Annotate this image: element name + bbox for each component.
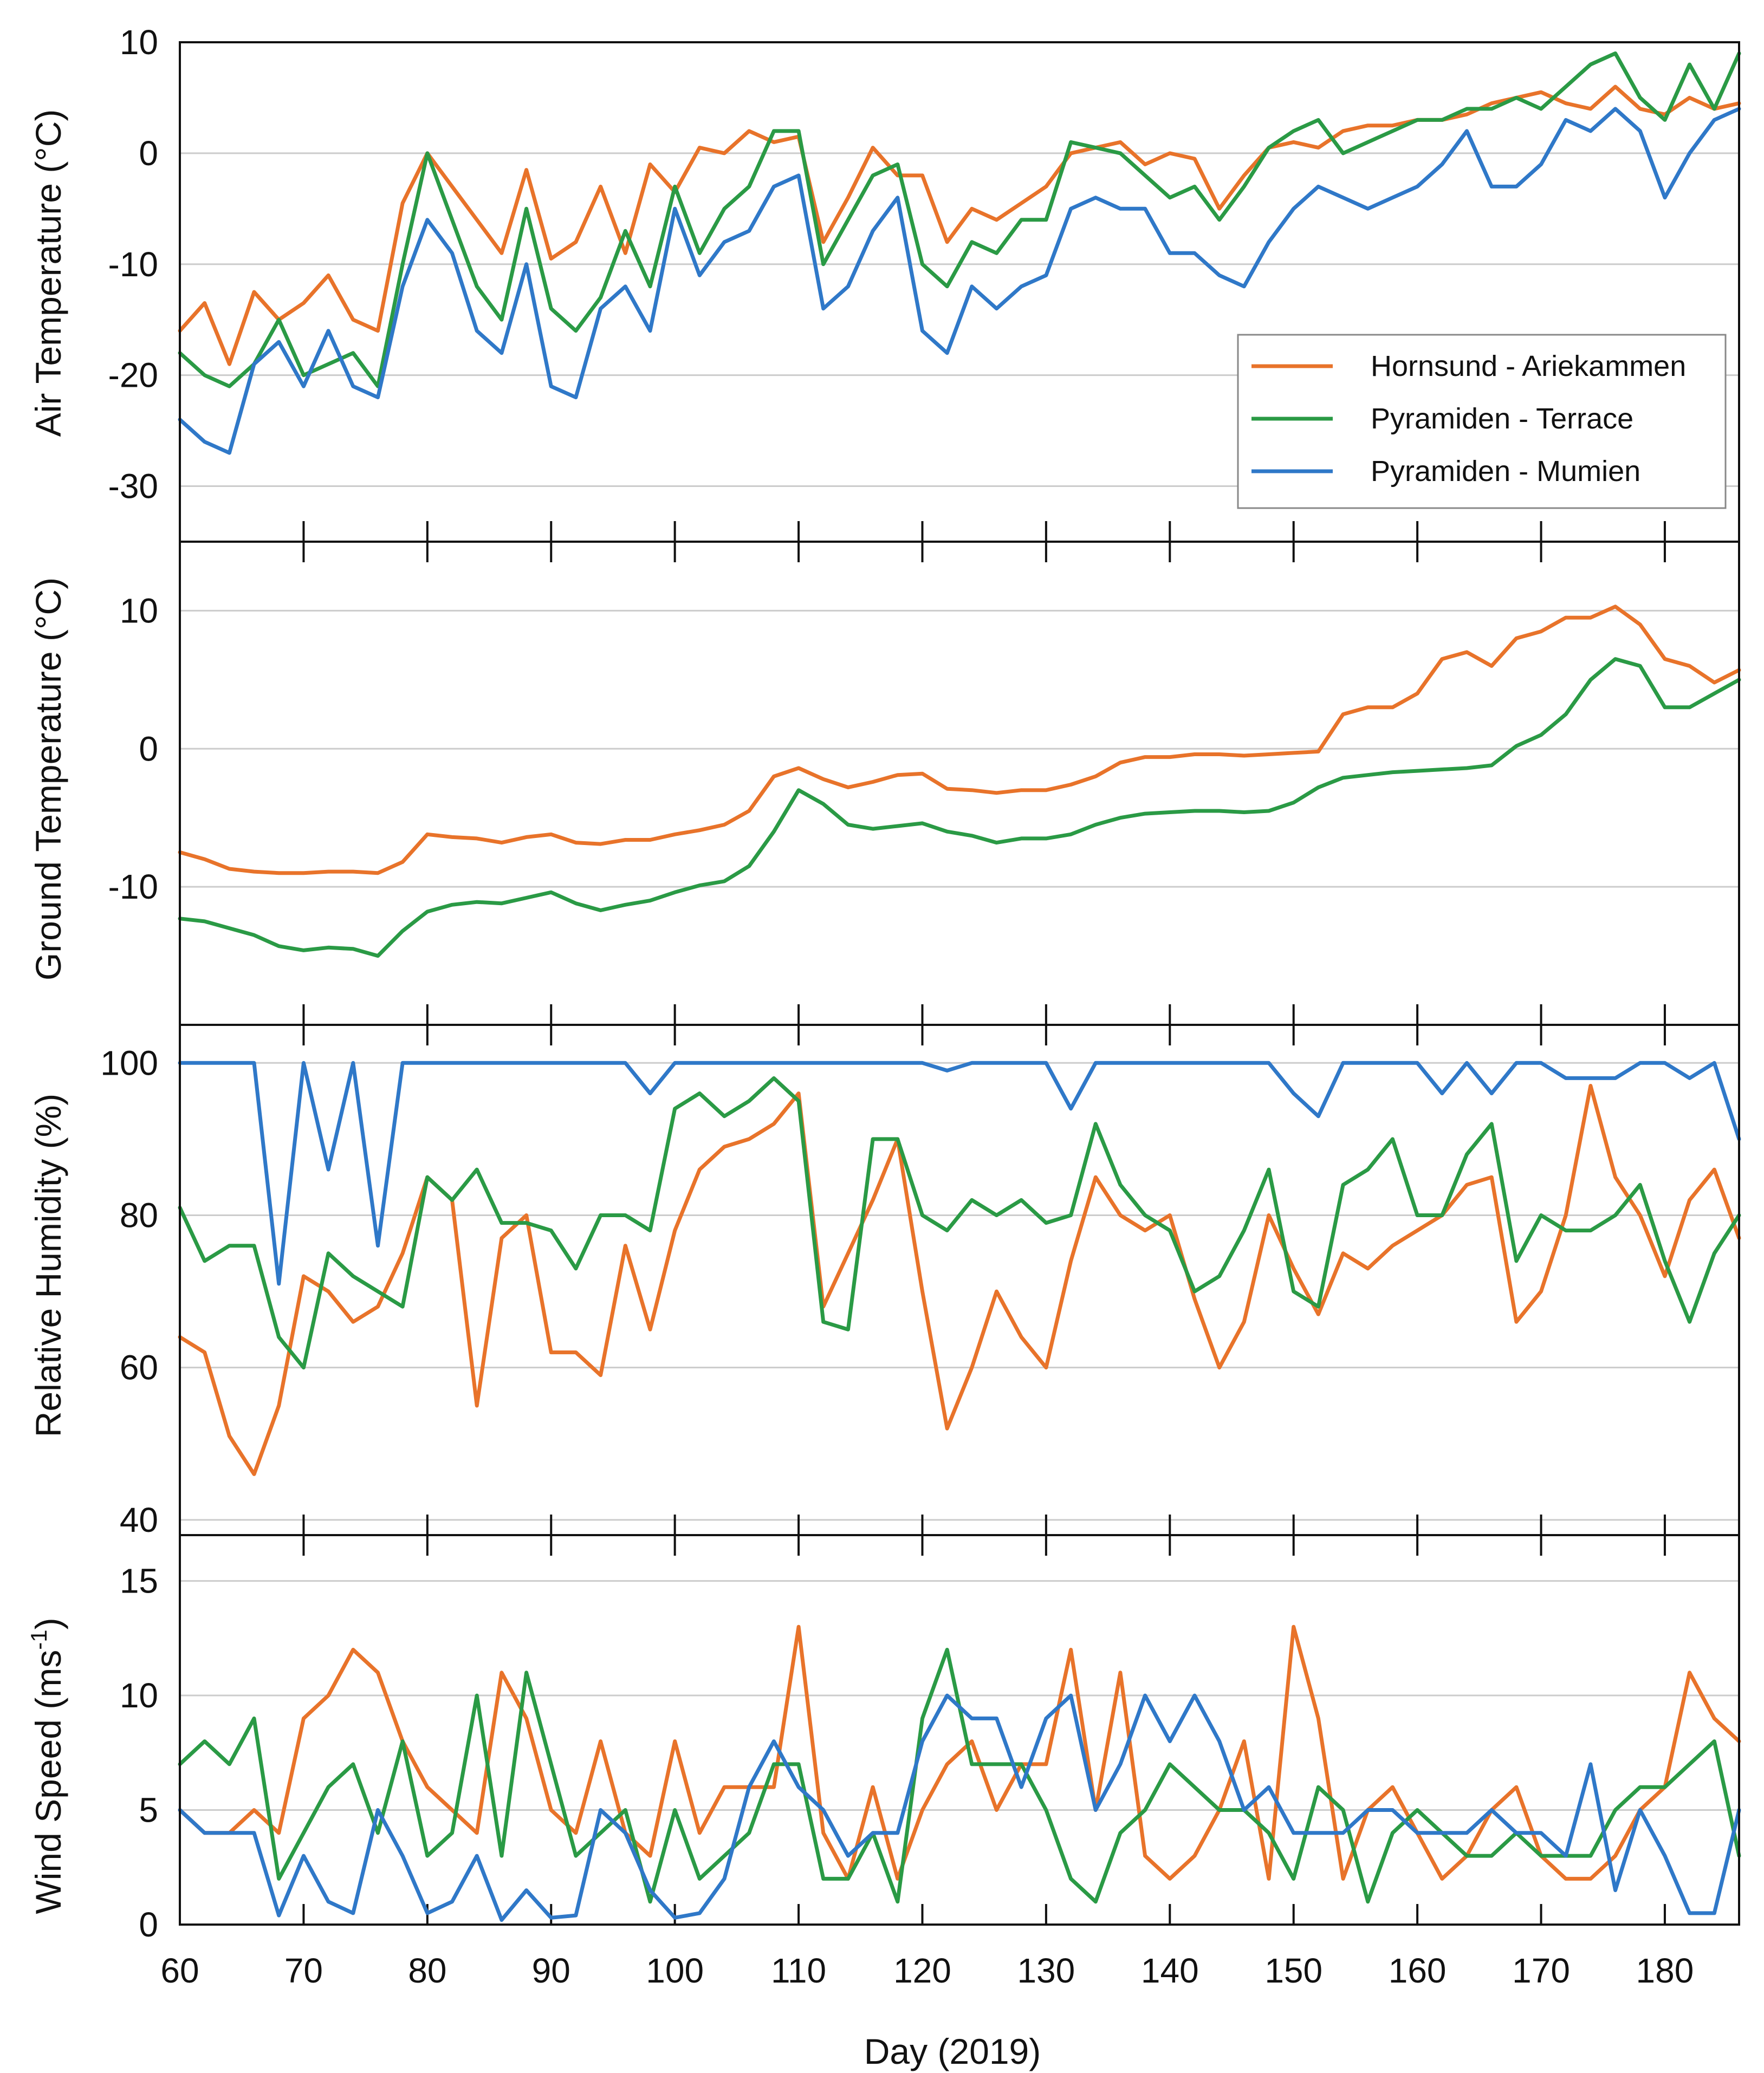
- panel-frame: [179, 541, 1740, 1026]
- y-tick-label: 0: [139, 729, 158, 768]
- ground-temperature-panel: Ground Temperature (°C) 10 0 -10: [28, 541, 1741, 1026]
- y-tick-label: 100: [100, 1043, 158, 1082]
- x-tick-label: 130: [1017, 1951, 1075, 1990]
- y-tick-label: -20: [108, 356, 159, 395]
- x-tick-label: 110: [771, 1951, 826, 1990]
- x-tick-label: 170: [1512, 1951, 1570, 1990]
- y-tick-label: 5: [139, 1791, 158, 1830]
- series-line-hornsund: [178, 1084, 1741, 1476]
- y-tick-label: 15: [120, 1562, 158, 1601]
- series-line-terrace: [178, 1648, 1741, 1904]
- x-tick-label: 150: [1264, 1951, 1322, 1990]
- panel-frame: [179, 1534, 1740, 1926]
- legend-box: [1237, 334, 1727, 509]
- wind-speed-panel: Wind Speed (ms-1) Day (2019) 15 10 5 060 70 8…: [26, 1534, 1741, 2071]
- y-tick-label: 40: [120, 1500, 158, 1539]
- air-temperature-ylabel: Air Temperature (°C): [28, 109, 68, 437]
- y-tick-label: 80: [120, 1195, 158, 1234]
- y-tick-label: 0: [139, 1905, 158, 1944]
- relative-humidity-ylabel: Relative Humidity (%): [28, 1094, 68, 1437]
- x-tick-label: 140: [1141, 1951, 1199, 1990]
- legend-label-mumien: Pyramiden - Mumien: [1371, 455, 1640, 488]
- series-line-terrace: [178, 51, 1741, 388]
- x-tick-label: 100: [646, 1951, 704, 1990]
- x-tick-label: 90: [532, 1951, 570, 1990]
- series-line-mumien: [178, 1693, 1741, 1922]
- y-tick-label: 10: [120, 23, 158, 62]
- series-line-mumien: [178, 107, 1741, 455]
- air-temperature-panel: Air Temperature (°C) Hornsund - Ariekamm…: [28, 23, 1741, 543]
- x-tick-label: 180: [1636, 1951, 1694, 1990]
- legend-label-terrace: Pyramiden - Terrace: [1371, 402, 1633, 435]
- y-tick-label: 10: [120, 1676, 158, 1715]
- x-tick-label: 120: [893, 1951, 951, 1990]
- legend: Hornsund - Ariekammen Pyramiden - Terrac…: [1237, 334, 1727, 509]
- series-line-mumien: [178, 1061, 1741, 1286]
- relative-humidity-panel: Relative Humidity (%) 100 80 60 40: [28, 1024, 1741, 1539]
- ground-temperature-ylabel: Ground Temperature (°C): [28, 577, 68, 980]
- x-tick-label: 70: [284, 1951, 323, 1990]
- y-tick-label: 10: [120, 591, 158, 630]
- legend-label-hornsund: Hornsund - Ariekammen: [1371, 350, 1686, 382]
- wind-speed-ylabel: Wind Speed (ms-1): [26, 1617, 68, 1914]
- series-line-terrace: [178, 1076, 1741, 1370]
- y-tick-label: -10: [108, 245, 159, 284]
- x-axis-label: Day (2019): [864, 2031, 1041, 2071]
- y-tick-label: -10: [108, 867, 159, 906]
- x-tick-label: 60: [160, 1951, 199, 1990]
- series-line-hornsund: [178, 1624, 1741, 1881]
- series-line-hornsund: [178, 605, 1741, 875]
- panel-frame: [179, 1024, 1740, 1536]
- series-line-terrace: [178, 657, 1741, 958]
- y-tick-label: -30: [108, 467, 159, 506]
- y-tick-label: 0: [139, 134, 158, 173]
- x-tick-label: 160: [1389, 1951, 1447, 1990]
- y-tick-label: 60: [120, 1348, 158, 1387]
- x-tick-label: 80: [408, 1951, 446, 1990]
